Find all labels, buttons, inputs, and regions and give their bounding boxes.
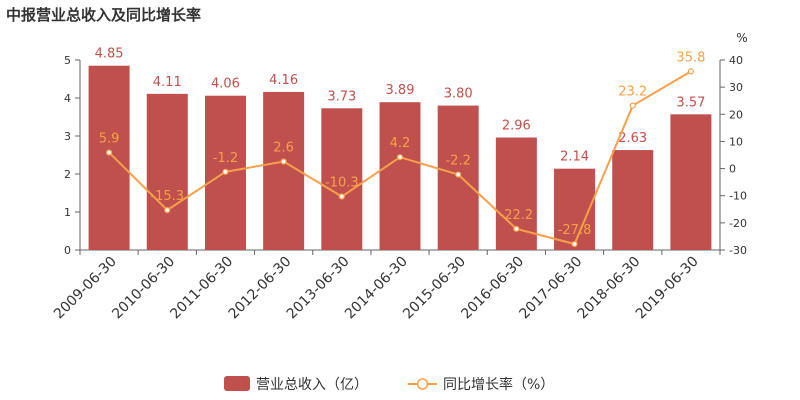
bar	[612, 150, 654, 250]
line-value-label: -10.3	[325, 176, 359, 191]
right-tick-label: 30	[729, 81, 743, 94]
legend-bar-label: 营业总收入（亿）	[256, 377, 368, 393]
legend-line-label: 同比增长率（%）	[443, 376, 554, 393]
right-tick-label: 40	[729, 54, 743, 67]
line-point	[280, 158, 287, 165]
left-tick-label: 3	[64, 130, 71, 143]
line-value-label: 2.6	[273, 141, 294, 156]
line-point	[629, 102, 636, 109]
right-tick-label: 10	[729, 135, 743, 148]
bar	[146, 93, 188, 250]
line-value-label: 4.2	[390, 136, 411, 151]
line-point	[164, 207, 171, 214]
bar-value-label: 2.63	[618, 131, 647, 146]
left-tick-label: 4	[64, 92, 71, 105]
line-point	[396, 154, 404, 161]
line-value-label: 23.2	[618, 85, 647, 100]
right-tick-label: 0	[729, 163, 736, 176]
bar-value-label: 3.57	[676, 95, 705, 110]
line-point	[455, 171, 462, 178]
line-value-label: 5.9	[99, 132, 120, 147]
bar-value-label: 3.80	[444, 87, 473, 102]
bar-value-label: 3.89	[386, 83, 415, 98]
bar	[88, 65, 130, 250]
legend-line-marker	[416, 378, 429, 390]
line-value-label: 35.8	[676, 50, 705, 65]
bar	[670, 114, 712, 250]
line-point	[338, 193, 345, 200]
bar	[321, 108, 363, 250]
line-point	[222, 168, 229, 175]
line-value-label: -2.2	[445, 154, 470, 169]
right-axis-unit: %	[736, 31, 747, 45]
line-point	[687, 68, 695, 75]
x-tick-label: 2019-06-30	[633, 254, 702, 323]
left-tick-label: 1	[64, 206, 71, 219]
bar-value-label: 2.14	[560, 150, 589, 165]
right-tick-label: -20	[729, 217, 747, 230]
bar-value-label: 2.96	[502, 119, 531, 134]
line-value-label: -15.3	[150, 189, 184, 204]
right-tick-label: -30	[729, 244, 747, 257]
line-point	[105, 149, 113, 156]
bar	[263, 91, 305, 250]
line-point	[571, 240, 578, 248]
bar-value-label: 4.16	[269, 73, 298, 88]
legend-bar-swatch	[224, 376, 250, 391]
line-value-label: -22.2	[500, 208, 534, 223]
chart-title: 中报营业总收入及同比增长率	[6, 6, 202, 24]
right-tick-label: 20	[729, 108, 743, 121]
bar-value-label: 4.06	[211, 77, 240, 92]
line-value-label: -1.2	[213, 151, 238, 166]
left-tick-label: 2	[64, 168, 71, 181]
left-tick-label: 0	[64, 244, 71, 257]
bar	[379, 102, 421, 251]
left-tick-label: 5	[64, 54, 71, 67]
right-tick-label: -10	[729, 190, 747, 203]
bar-value-label: 4.11	[153, 75, 182, 90]
bar-value-label: 3.73	[327, 89, 356, 104]
line-point	[513, 225, 520, 232]
line-value-label: -27.8	[558, 223, 592, 238]
bar	[437, 105, 479, 250]
bar-value-label: 4.85	[95, 47, 124, 62]
